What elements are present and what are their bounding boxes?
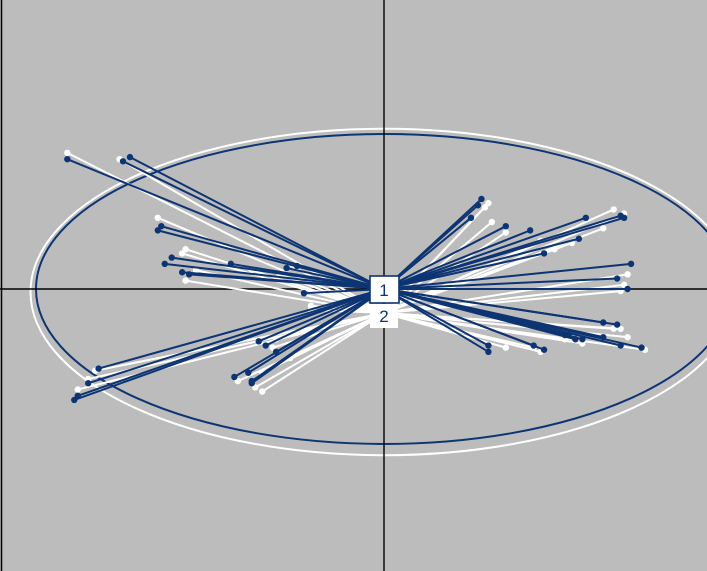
series-1-point	[627, 260, 635, 268]
series-1-point	[185, 271, 193, 278]
series-1-vector-line	[383, 252, 545, 290]
series-1-point	[154, 227, 161, 234]
series-1-point	[540, 250, 548, 257]
series-1-vector-line	[258, 288, 385, 343]
series-2-vector-line	[119, 158, 385, 314]
series-1-vector-line	[98, 288, 385, 370]
series-2-point	[502, 344, 509, 351]
series-2-point	[600, 225, 607, 232]
series-1-point	[300, 289, 308, 297]
series-1-point	[613, 275, 621, 282]
series-1-vector-line	[383, 262, 632, 290]
series-2-vector-line	[157, 216, 385, 314]
series-1-point	[85, 380, 92, 387]
series-1-vector-line	[129, 156, 385, 290]
center-label-1-box	[369, 275, 400, 304]
series-2-point	[502, 229, 509, 236]
series-2-point	[481, 204, 489, 211]
series-2-point	[182, 277, 189, 284]
series-1-point	[474, 202, 482, 209]
series-1-vector-line	[122, 160, 385, 290]
series-2-group	[64, 149, 649, 395]
series-1-point	[231, 373, 238, 381]
series-1-point	[485, 342, 492, 349]
series-1-point	[624, 285, 631, 293]
series-2-vector-line	[66, 152, 385, 314]
series-1-vector-line	[383, 237, 580, 290]
series-1-vector-line	[275, 288, 385, 353]
series-2-point	[74, 386, 81, 393]
series-2-point	[259, 388, 266, 395]
series-1-point	[572, 336, 579, 343]
series-1-point	[126, 153, 134, 161]
series-1-point	[526, 227, 534, 234]
series-1-point	[119, 158, 127, 165]
center-label-2-box	[370, 304, 398, 328]
series-1-vector-line	[383, 288, 576, 341]
series-1-point	[485, 348, 492, 356]
series-1-vector-line	[66, 158, 385, 290]
series-1-point	[283, 264, 290, 272]
series-2-vector-line	[237, 312, 385, 383]
center-label-1: 1	[379, 281, 388, 300]
series-1-vector-line	[383, 216, 625, 290]
series-1-vector-line	[87, 288, 385, 385]
series-2-vector-line	[261, 312, 385, 393]
series-1-point	[227, 260, 235, 268]
series-1-vector-line	[383, 229, 531, 290]
series-1-vector-line	[251, 288, 385, 382]
center-label-2: 2	[379, 307, 388, 326]
series-1-vector-line	[383, 225, 507, 290]
series-1-group	[64, 153, 645, 404]
series-1-vector-line	[383, 288, 642, 349]
series-1-point	[478, 195, 485, 203]
series-1-point	[582, 214, 590, 222]
series-1-vector-line	[383, 288, 489, 353]
series-1-point	[255, 338, 262, 345]
series-2-point	[178, 250, 186, 257]
series-2-point	[624, 333, 631, 341]
series-1-point	[178, 269, 186, 276]
series-2-point	[488, 218, 496, 226]
series-1-point	[168, 254, 175, 261]
series-1-point	[272, 348, 280, 356]
series-1-point	[64, 155, 71, 163]
series-1-point	[71, 396, 78, 404]
series-2-point	[64, 149, 71, 157]
series-2-vector-line	[383, 312, 507, 349]
series-2-vector-line	[383, 312, 646, 351]
series-1-point	[620, 214, 628, 222]
series-1-vector-line	[383, 288, 545, 351]
series-1-vector-line	[383, 216, 587, 290]
series-1-vector-line	[73, 288, 385, 401]
series-1-point	[161, 260, 168, 268]
series-2-point	[551, 246, 558, 253]
series-1-point	[502, 222, 509, 230]
series-1-vector-line	[230, 262, 385, 290]
series-1-vector-line	[164, 262, 385, 290]
series-1-point	[467, 214, 475, 222]
series-1-point	[248, 377, 255, 385]
series-2-point	[610, 206, 617, 213]
series-1-point	[575, 235, 583, 242]
series-1-point	[262, 342, 269, 349]
series-1-point	[613, 321, 621, 328]
series-1-point	[95, 365, 102, 372]
series-1-vector-line	[265, 288, 385, 347]
series-1-point	[245, 369, 252, 376]
series-1-point	[293, 262, 301, 270]
series-2-point	[154, 214, 161, 222]
series-2-point	[624, 271, 631, 278]
series-1-vector-line	[189, 273, 385, 290]
series-1-vector-line	[383, 288, 618, 326]
series-2-vector-line	[272, 312, 385, 349]
series-2-vector-line	[254, 312, 385, 389]
series-1-point	[540, 346, 548, 353]
series-1-vector-line	[383, 277, 618, 290]
series-1-point	[638, 344, 645, 351]
